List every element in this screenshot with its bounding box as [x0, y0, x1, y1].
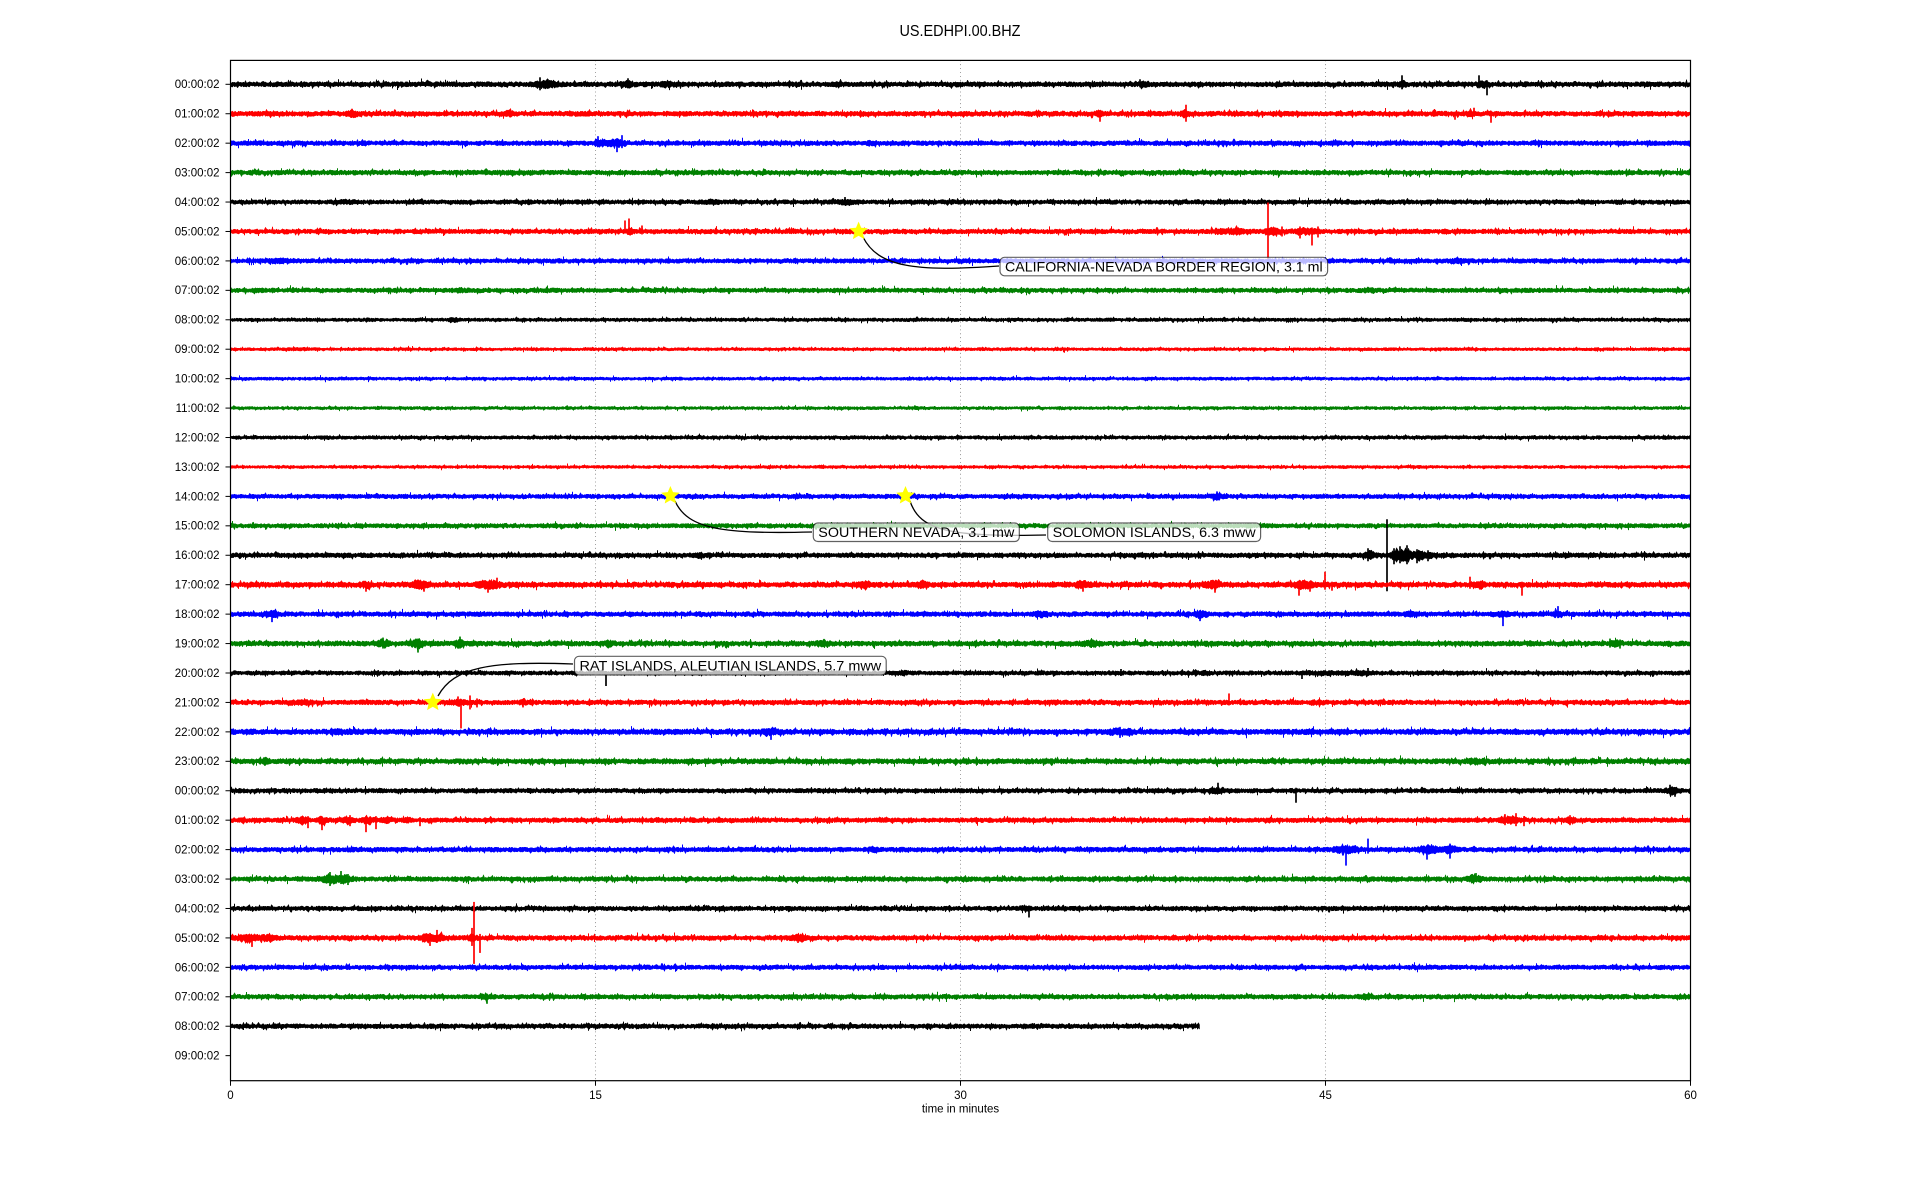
svg-text:13:00:02: 13:00:02	[175, 462, 220, 474]
svg-text:US.EDHPI.00.BHZ: US.EDHPI.00.BHZ	[900, 23, 1021, 40]
svg-text:04:00:02: 04:00:02	[175, 903, 220, 915]
svg-text:SOLOMON ISLANDS, 6.3 mww: SOLOMON ISLANDS, 6.3 mww	[1053, 524, 1257, 540]
svg-text:03:00:02: 03:00:02	[175, 874, 220, 886]
svg-text:02:00:02: 02:00:02	[175, 138, 220, 150]
svg-text:30: 30	[954, 1090, 967, 1102]
svg-text:10:00:02: 10:00:02	[175, 374, 220, 386]
svg-text:15: 15	[589, 1090, 602, 1102]
svg-text:0: 0	[227, 1090, 233, 1102]
svg-text:07:00:02: 07:00:02	[175, 992, 220, 1004]
svg-text:04:00:02: 04:00:02	[175, 197, 220, 209]
svg-text:22:00:02: 22:00:02	[175, 727, 220, 739]
svg-text:CALIFORNIA-NEVADA BORDER REGIO: CALIFORNIA-NEVADA BORDER REGION, 3.1 ml	[1005, 258, 1323, 274]
svg-text:14:00:02: 14:00:02	[175, 491, 220, 503]
svg-text:RAT ISLANDS, ALEUTIAN ISLANDS,: RAT ISLANDS, ALEUTIAN ISLANDS, 5.7 mww	[579, 658, 882, 674]
svg-text:SOUTHERN NEVADA, 3.1 mw: SOUTHERN NEVADA, 3.1 mw	[818, 524, 1015, 540]
svg-text:17:00:02: 17:00:02	[175, 580, 220, 592]
svg-text:21:00:02: 21:00:02	[175, 697, 220, 709]
svg-text:09:00:02: 09:00:02	[175, 344, 220, 356]
svg-text:01:00:02: 01:00:02	[175, 815, 220, 827]
svg-text:60: 60	[1684, 1090, 1697, 1102]
svg-text:06:00:02: 06:00:02	[175, 256, 220, 268]
svg-text:01:00:02: 01:00:02	[175, 109, 220, 121]
svg-text:09:00:02: 09:00:02	[175, 1051, 220, 1063]
svg-text:00:00:02: 00:00:02	[175, 79, 220, 91]
svg-text:03:00:02: 03:00:02	[175, 168, 220, 180]
svg-text:18:00:02: 18:00:02	[175, 609, 220, 621]
svg-text:00:00:02: 00:00:02	[175, 786, 220, 798]
svg-text:05:00:02: 05:00:02	[175, 226, 220, 238]
svg-text:08:00:02: 08:00:02	[175, 1021, 220, 1033]
svg-text:07:00:02: 07:00:02	[175, 285, 220, 297]
svg-text:02:00:02: 02:00:02	[175, 845, 220, 857]
svg-text:15:00:02: 15:00:02	[175, 521, 220, 533]
svg-text:08:00:02: 08:00:02	[175, 315, 220, 327]
svg-text:19:00:02: 19:00:02	[175, 638, 220, 650]
svg-text:11:00:02: 11:00:02	[176, 403, 220, 415]
svg-text:20:00:02: 20:00:02	[175, 668, 220, 680]
svg-text:time in minutes: time in minutes	[922, 1104, 1000, 1116]
svg-text:16:00:02: 16:00:02	[175, 550, 220, 562]
svg-text:05:00:02: 05:00:02	[175, 933, 220, 945]
svg-text:45: 45	[1319, 1090, 1332, 1102]
svg-text:12:00:02: 12:00:02	[175, 432, 220, 444]
svg-text:23:00:02: 23:00:02	[175, 756, 220, 768]
svg-text:06:00:02: 06:00:02	[175, 962, 220, 974]
